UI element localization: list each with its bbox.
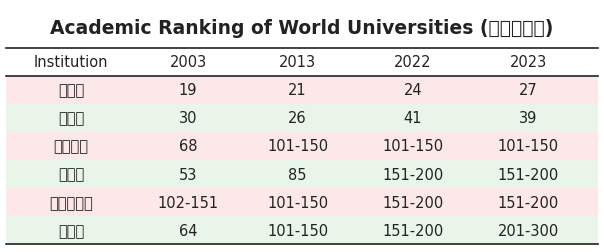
Text: 151-200: 151-200 (382, 195, 443, 210)
Text: 101-150: 101-150 (382, 139, 443, 154)
Text: 京都大: 京都大 (58, 111, 85, 126)
Text: 68: 68 (179, 139, 198, 154)
Text: 27: 27 (519, 83, 538, 98)
Text: 151-200: 151-200 (498, 167, 559, 182)
Text: 101-150: 101-150 (267, 223, 328, 238)
Text: 39: 39 (519, 111, 538, 126)
Text: 2023: 2023 (510, 55, 547, 70)
Text: 41: 41 (403, 111, 422, 126)
Text: 21: 21 (288, 83, 307, 98)
Text: 101-150: 101-150 (267, 195, 328, 210)
Text: 東京大: 東京大 (58, 83, 85, 98)
Text: 東北大: 東北大 (58, 223, 85, 238)
Text: 85: 85 (288, 167, 307, 182)
Bar (6, 160, 598, 188)
Text: 2013: 2013 (279, 55, 316, 70)
Text: 2003: 2003 (170, 55, 207, 70)
Text: 26: 26 (288, 111, 307, 126)
Text: 2022: 2022 (394, 55, 432, 70)
Text: 101-150: 101-150 (498, 139, 559, 154)
Bar (6, 132, 598, 160)
Bar (6, 188, 598, 216)
Text: 151-200: 151-200 (382, 167, 443, 182)
Text: 201-300: 201-300 (498, 223, 559, 238)
Text: 151-200: 151-200 (382, 223, 443, 238)
Text: Institution: Institution (34, 55, 108, 70)
Bar (6, 216, 598, 244)
Text: 101-150: 101-150 (267, 139, 328, 154)
Text: 東京工業大: 東京工業大 (50, 195, 93, 210)
Text: 大阪大: 大阪大 (58, 167, 85, 182)
Text: 24: 24 (403, 83, 422, 98)
Text: 102-151: 102-151 (158, 195, 219, 210)
Text: 名古屋大: 名古屋大 (54, 139, 89, 154)
Text: 64: 64 (179, 223, 198, 238)
Text: 151-200: 151-200 (498, 195, 559, 210)
Text: 19: 19 (179, 83, 198, 98)
Bar (6, 104, 598, 132)
Text: 53: 53 (179, 167, 198, 182)
Text: Academic Ranking of World Universities (上海交通大): Academic Ranking of World Universities (… (50, 19, 554, 38)
Bar (6, 76, 598, 104)
Text: 30: 30 (179, 111, 198, 126)
